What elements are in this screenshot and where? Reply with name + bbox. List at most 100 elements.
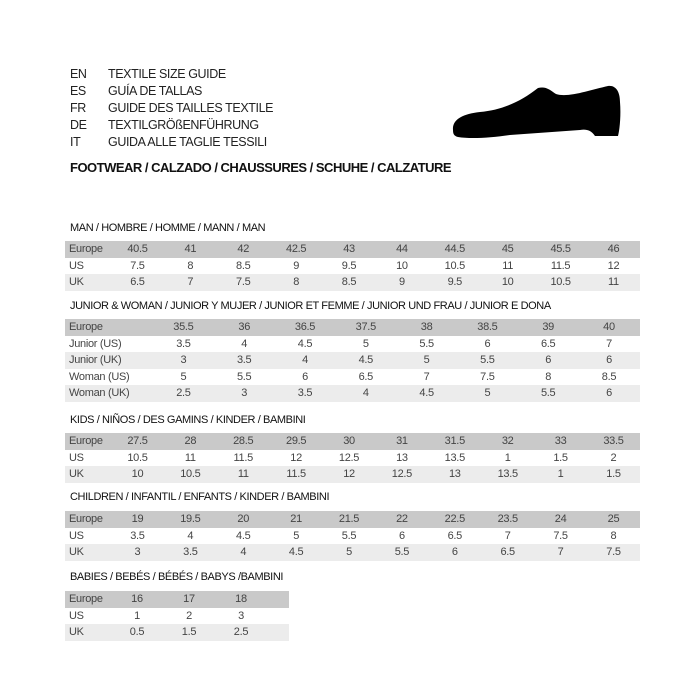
row-label: Junior (UK) xyxy=(69,354,122,366)
size-cell: 38 xyxy=(420,321,433,333)
size-cell: 2.5 xyxy=(176,387,191,399)
size-cell: 10 xyxy=(396,259,408,272)
row-label: UK xyxy=(69,546,84,558)
size-cell: 10 xyxy=(131,468,144,480)
row-label: US xyxy=(69,451,84,464)
size-cell: 4 xyxy=(241,337,248,350)
size-cell: 0.5 xyxy=(129,626,145,638)
size-cell: 45.5 xyxy=(550,243,571,255)
table-row: Woman (US) 5 5.5 6 6.5 7 7.5 8 8.5 xyxy=(65,368,640,385)
size-cell: 6 xyxy=(484,337,491,350)
language-title: TEXTILE SIZE GUIDE xyxy=(108,67,226,81)
size-cell: 24 xyxy=(554,513,567,525)
size-cell: 25 xyxy=(607,513,620,525)
size-cell: 5 xyxy=(346,546,352,558)
table-row: UK 6.5 7 7.5 8 8.5 9 9.5 10 10.5 11 xyxy=(65,274,640,291)
size-cell: 6.5 xyxy=(447,529,463,542)
size-cell: 7.5 xyxy=(130,259,145,272)
row-label: US xyxy=(69,609,84,622)
size-cell: 8 xyxy=(545,370,552,383)
size-cell: 5 xyxy=(180,370,187,383)
size-cell: 6 xyxy=(606,354,612,366)
row-label: Woman (US) xyxy=(69,370,130,383)
size-cell: 12 xyxy=(290,451,302,464)
size-cell: 1 xyxy=(557,468,564,480)
size-cell: 12.5 xyxy=(391,468,413,480)
size-cell: 33 xyxy=(554,435,567,447)
size-cell: 4 xyxy=(302,354,308,366)
size-cell: 13.5 xyxy=(444,451,466,464)
size-cell: 5 xyxy=(423,354,430,366)
size-cell: 6.5 xyxy=(540,337,556,350)
size-table: Europe 40.5 41 42 42.5 43 44 44.5 45 45.5 46 US 7.5 8… xyxy=(65,241,640,291)
size-cell: 9.5 xyxy=(447,276,463,288)
size-cell: 13 xyxy=(448,468,461,480)
size-cell: 8.5 xyxy=(341,276,357,288)
language-code: IT xyxy=(70,135,81,149)
size-cell: 5 xyxy=(484,387,491,399)
size-cell: 21.5 xyxy=(338,513,360,525)
section-title: KIDS / NIÑOS / DES GAMINS / KINDER / BAM… xyxy=(70,414,306,426)
table-row: US 7.5 8 8.5 9 9.5 10 10.5 11 11.5 12 xyxy=(65,257,640,274)
size-cell: 8 xyxy=(610,529,617,542)
section-title: JUNIOR & WOMAN / JUNIOR Y MUJER / JUNIOR… xyxy=(70,300,551,312)
size-cell: 7 xyxy=(187,276,194,288)
size-cell: 16 xyxy=(131,593,143,605)
size-cell: 11 xyxy=(502,259,514,272)
language-line: DE TEXTILGRÖßENFÜHRUNG xyxy=(70,117,259,134)
size-cell: 11 xyxy=(608,276,619,288)
row-label: Europe xyxy=(69,243,103,255)
size-cell: 3 xyxy=(134,546,141,558)
size-cell: 10.5 xyxy=(180,468,201,480)
size-cell: 6.5 xyxy=(500,546,515,558)
size-cell: 8 xyxy=(187,259,194,272)
size-cell: 1 xyxy=(504,451,511,464)
size-table: Europe 27.5 28 28.5 29.5 30 31 31.5 32 33 33.5 US 10… xyxy=(65,433,640,483)
row-label: Europe xyxy=(69,321,103,333)
row-label: US xyxy=(69,259,84,272)
size-cell: 5.5 xyxy=(419,337,434,350)
table-row: US 3.5 4 4.5 5 5.5 6 6.5 7 7.5 8 xyxy=(65,527,640,544)
language-code: DE xyxy=(70,118,87,132)
size-cell: 42.5 xyxy=(286,243,307,255)
size-cell: 42 xyxy=(237,243,250,255)
size-cell: 12 xyxy=(607,259,620,272)
size-cell: 31.5 xyxy=(444,435,466,447)
size-cell: 37.5 xyxy=(355,321,377,333)
size-cell: 3.5 xyxy=(130,529,145,542)
size-cell: 44 xyxy=(396,243,408,255)
size-cell: 5.5 xyxy=(394,546,410,558)
size-cell: 4.5 xyxy=(236,529,251,542)
size-cell: 41 xyxy=(184,243,197,255)
size-cell: 4 xyxy=(240,546,247,558)
size-cell: 5.5 xyxy=(236,370,252,383)
size-cell: 3.5 xyxy=(183,546,198,558)
size-cell: 4 xyxy=(187,529,194,542)
size-cell: 3.5 xyxy=(297,387,313,399)
size-cell: 22 xyxy=(396,513,408,525)
size-cell: 11.5 xyxy=(233,451,254,464)
size-cell: 36 xyxy=(238,321,251,333)
language-line: EN TEXTILE SIZE GUIDE xyxy=(70,66,226,83)
size-cell: 5.5 xyxy=(480,354,495,366)
section-title: BABIES / BEBÉS / BÉBÉS / BABYS /BAMBINI xyxy=(70,571,284,583)
size-cell: 19 xyxy=(131,513,144,525)
language-code: ES xyxy=(70,84,86,98)
size-cell: 8.5 xyxy=(236,259,251,272)
row-label: US xyxy=(69,529,84,542)
size-cell: 9.5 xyxy=(341,259,357,272)
size-cell: 17 xyxy=(183,593,195,605)
footwear-title: FOOTWEAR / CALZADO / CHAUSSURES / SCHUHE… xyxy=(70,160,452,175)
size-cell: 2 xyxy=(186,609,192,622)
row-label: Woman (UK) xyxy=(69,387,130,399)
language-title: TEXTILGRÖßENFÜHRUNG xyxy=(108,118,259,132)
size-cell: 8 xyxy=(293,276,300,288)
size-cell: 8.5 xyxy=(601,370,617,383)
size-cell: 11.5 xyxy=(286,468,306,480)
table-header-row: Europe 35.5 36 36.5 37.5 38 38.5 39 40 xyxy=(65,319,640,336)
size-cell: 7.5 xyxy=(553,529,568,542)
size-cell: 3 xyxy=(238,609,244,622)
size-cell: 12.5 xyxy=(338,451,360,464)
size-cell: 6.5 xyxy=(130,276,145,288)
table-row: US 10.5 11 11.5 12 12.5 13 13.5 1 1.5 2 xyxy=(65,449,640,466)
